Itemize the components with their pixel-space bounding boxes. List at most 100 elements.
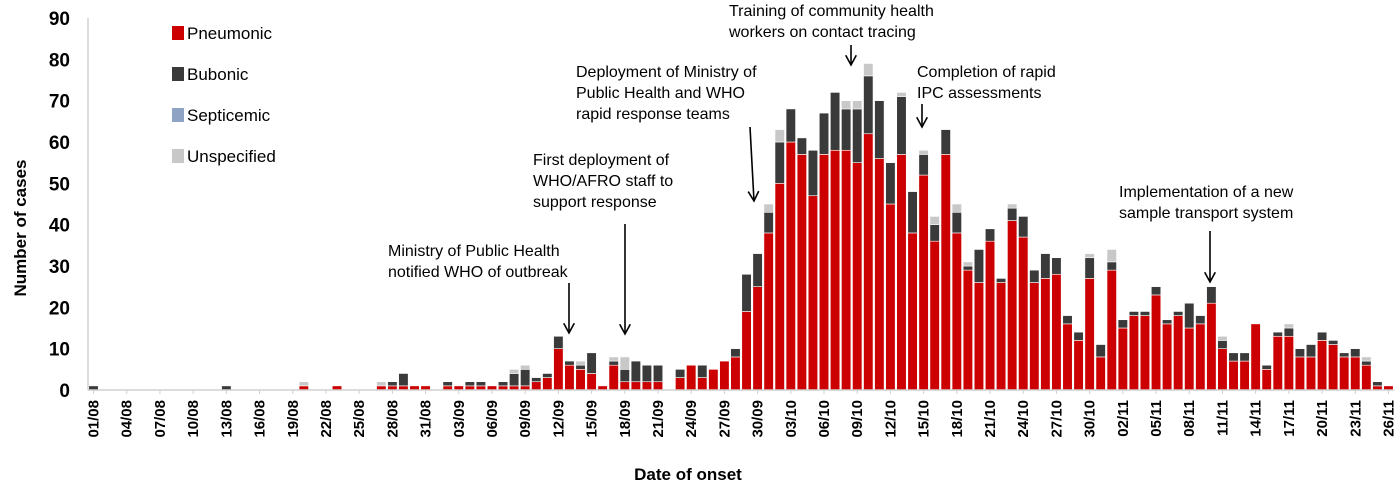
bar-pneumonic-27-10 [1051, 273, 1062, 391]
annotation-text: WHO/AFRO staff to [533, 173, 673, 190]
bar-pneumonic-02-11 [1117, 327, 1128, 391]
bar-bubonic-05-11 [1150, 286, 1162, 296]
bar-pneumonic-05-10 [807, 195, 818, 391]
bar-bubonic-23-11 [1350, 348, 1361, 358]
bar-pneumonic-15-09 [586, 373, 597, 391]
bar-bubonic-21-09 [652, 364, 664, 383]
y-tick-label: 40 [49, 216, 70, 237]
bar-pneumonic-04-11 [1139, 315, 1151, 391]
x-tick-label: 19/08 [285, 400, 302, 438]
x-tick-label: 31/08 [418, 400, 435, 438]
bar-pneumonic-25-10 [1029, 282, 1040, 391]
x-tick-label: 25/08 [351, 400, 368, 438]
bar-unspecified-09-09 [520, 364, 531, 370]
legend-swatch-bubonic [172, 67, 184, 81]
bar-pneumonic-22-10 [996, 282, 1007, 391]
bar-bubonic-09-11 [1195, 315, 1206, 325]
bar-pneumonic-11-09 [542, 377, 553, 391]
bar-bubonic-04-09 [464, 381, 475, 387]
legend-label-unspecified: Unspecified [187, 147, 276, 166]
bar-bubonic-17-10 [940, 129, 951, 155]
bar-bubonic-18-10 [951, 211, 962, 234]
bar-bubonic-25-10 [1029, 269, 1040, 283]
bar-pneumonic-15-11 [1261, 369, 1272, 391]
bar-bubonic-13-09 [564, 360, 575, 366]
bar-bubonic-21-10 [984, 228, 996, 242]
bar-pneumonic-13-11 [1239, 360, 1250, 391]
bar-pneumonic-24-10 [1018, 236, 1029, 391]
bar-bubonic-14-10 [907, 191, 918, 234]
bar-pneumonic-22-11 [1339, 356, 1350, 391]
x-tick-label: 03/10 [783, 400, 800, 438]
bar-unspecified-16-10 [929, 216, 940, 225]
bar-unspecified-10-10 [863, 63, 874, 77]
bar-bubonic-06-10 [818, 112, 830, 155]
bar-pneumonic-21-09 [652, 381, 664, 391]
x-tick-label: 09/10 [849, 400, 866, 438]
bar-pneumonic-14-09 [575, 369, 586, 391]
bar-bubonic-26-10 [1040, 253, 1051, 279]
bar-bubonic-01-11 [1106, 261, 1117, 271]
bar-bubonic-23-10 [1007, 207, 1018, 221]
bar-bubonic-07-09 [497, 381, 509, 387]
x-tick-label: 04/08 [119, 400, 136, 438]
annotations-group: Ministry of Public Health notified WHO of… [388, 3, 1294, 336]
bar-bubonic-15-09 [586, 352, 597, 374]
legend-label-pneumonic: Pneumonic [187, 24, 273, 43]
bar-pneumonic-01-11 [1106, 269, 1117, 391]
bar-unspecified-09-10 [852, 100, 863, 110]
bar-pneumonic-04-10 [796, 154, 807, 391]
bar-bubonic-20-11 [1317, 331, 1328, 341]
bar-bubonic-28-10 [1062, 315, 1073, 325]
bar-bubonic-22-10 [996, 278, 1007, 283]
bar-unspecified-23-10 [1007, 203, 1018, 209]
bar-pneumonic-15-10 [918, 174, 929, 391]
x-tick-label: 02/11 [1115, 400, 1132, 437]
bar-bubonic-30-09 [752, 253, 763, 287]
bar-bubonic-02-11 [1117, 319, 1128, 329]
bar-pneumonic-21-11 [1328, 344, 1339, 391]
bar-unspecified-13-10 [896, 92, 907, 97]
bar-pneumonic-12-11 [1228, 360, 1239, 391]
bar-unspecified-18-10 [951, 203, 962, 213]
bar-unspecified-27-08 [376, 381, 387, 387]
bar-bubonic-23-09 [675, 369, 686, 378]
bar-pneumonic-29-09 [741, 311, 752, 391]
bar-pneumonic-12-09 [553, 348, 564, 391]
bar-bubonic-10-09 [531, 377, 542, 383]
bar-pneumonic-19-09 [630, 381, 641, 391]
bar-pneumonic-19-11 [1305, 356, 1317, 391]
x-tick-label: 11/11 [1214, 400, 1231, 436]
x-tick-label: 27/10 [1048, 400, 1065, 438]
legend-label-bubonic: Bubonic [187, 65, 249, 84]
bar-bubonic-07-11 [1173, 311, 1184, 316]
bar-bubonic-17-11 [1283, 327, 1294, 337]
bar-pneumonic-10-10 [863, 133, 874, 391]
bar-unspecified-01-10 [763, 203, 774, 213]
bar-pneumonic-25-09 [697, 377, 708, 391]
annotation-arrowhead [1203, 271, 1217, 284]
bar-pneumonic-17-09 [608, 364, 619, 391]
x-tick-label: 22/08 [318, 400, 335, 438]
bar-pneumonic-05-11 [1150, 294, 1162, 391]
x-tick-label: 23/11 [1347, 400, 1364, 437]
bar-bubonic-09-10 [852, 108, 863, 163]
x-tick-label: 09/09 [517, 400, 534, 438]
x-tick-label: 05/11 [1148, 400, 1165, 437]
x-tick-label: 12/10 [882, 400, 899, 438]
x-tick-label: 30/09 [750, 400, 767, 438]
legend: Pneumonic Bubonic Septicemic Unspecified [172, 24, 276, 166]
bar-bubonic-17-09 [608, 360, 619, 366]
bar-bubonic-29-08 [398, 373, 409, 387]
bar-bubonic-11-10 [874, 100, 885, 159]
bar-pneumonic-31-10 [1095, 356, 1106, 391]
bar-pneumonic-30-09 [752, 286, 763, 391]
bar-bubonic-10-10 [863, 75, 874, 135]
bar-bubonic-12-10 [885, 162, 896, 205]
bar-unspecified-17-11 [1283, 323, 1294, 329]
bar-unspecified-08-09 [509, 369, 520, 374]
bar-pneumonic-20-11 [1317, 340, 1328, 391]
x-tick-label: 18/09 [617, 400, 634, 438]
x-tick-label: 17/11 [1281, 400, 1298, 437]
bar-pneumonic-02-10 [774, 183, 785, 391]
